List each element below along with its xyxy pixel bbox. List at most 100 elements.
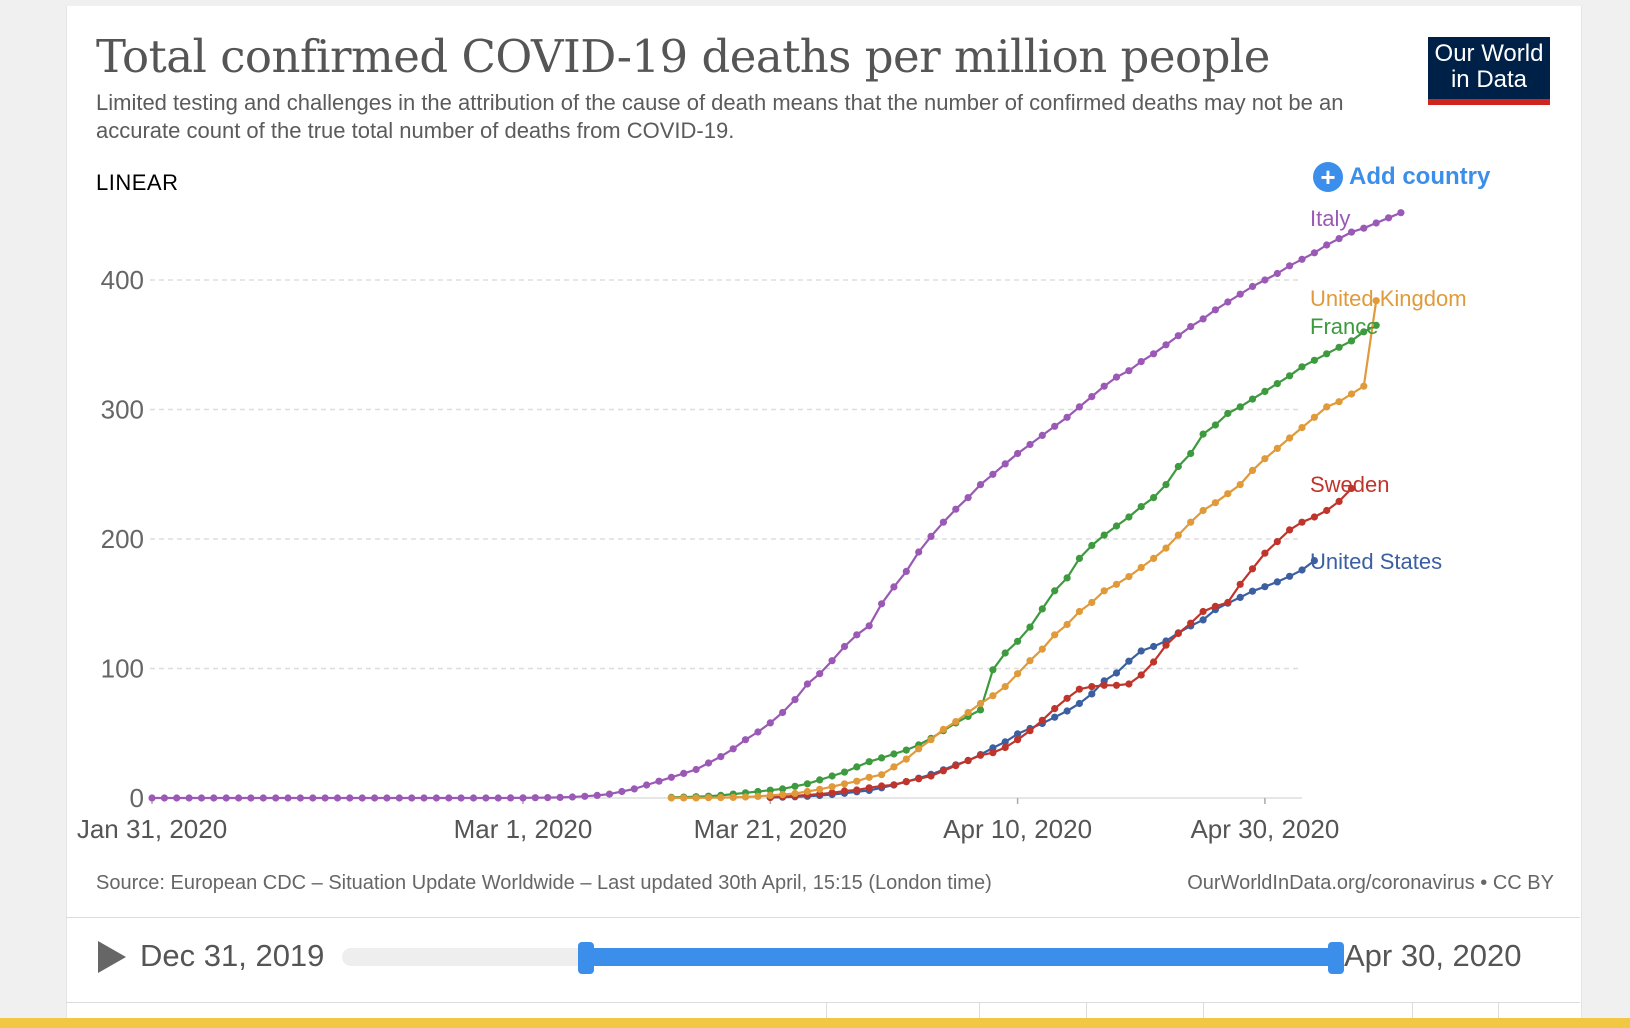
data-point [915,775,923,783]
data-point [210,794,218,802]
data-point [1248,565,1257,573]
data-point [976,706,985,714]
data-point [1038,431,1046,439]
data-point [1310,356,1318,364]
data-point [1224,490,1232,498]
x-tick-label: Mar 21, 2020 [694,814,847,844]
data-point [1298,566,1306,574]
data-point [779,785,787,793]
data-point [1014,670,1022,678]
data-point [927,736,935,744]
data-point [667,794,676,802]
data-point [272,794,280,802]
data-point [1347,337,1356,345]
data-point [321,794,329,802]
tab-divider [979,1003,980,1019]
data-point [432,794,440,802]
owid-logo[interactable]: Our World in Data [1428,37,1550,105]
data-point [1100,587,1108,595]
data-point [1150,350,1158,358]
data-point [853,786,861,794]
add-country-button[interactable]: + Add country [1313,160,1490,194]
data-point [1001,460,1009,468]
data-point [1211,306,1219,314]
data-point [890,763,898,771]
data-point [1298,518,1306,526]
data-point [346,794,354,802]
timeline-end-handle[interactable] [1328,942,1344,974]
play-icon[interactable] [98,941,126,973]
data-point [853,631,861,639]
data-point [828,789,836,797]
data-point [803,787,812,796]
logo-line-1: Our World [1434,40,1544,67]
data-point [1335,398,1343,406]
data-point [803,780,812,788]
data-point [568,793,577,801]
data-point [1224,598,1232,607]
data-point [1372,297,1380,305]
data-point [1360,224,1368,232]
data-point [1001,738,1009,746]
data-point [494,794,502,802]
data-point [976,481,985,489]
scale-toggle[interactable]: LINEAR [96,170,179,195]
data-point [1310,513,1318,521]
data-point [1026,727,1034,735]
data-point [754,728,762,736]
data-point [692,765,700,774]
series-line [671,300,1378,800]
data-point [816,776,824,784]
data-point [902,778,910,786]
data-point [1199,430,1207,438]
source-link[interactable]: OurWorldInData.org/coronavirus • CC BY [1187,872,1554,894]
data-point [556,793,564,802]
data-point [581,792,589,800]
data-point [1236,593,1244,602]
data-point [1261,549,1269,557]
data-point [692,794,700,802]
data-point [902,746,910,754]
data-point [1187,449,1195,458]
data-point [1038,605,1046,613]
timeline-start-handle[interactable] [577,942,594,974]
data-point [952,762,960,770]
data-point [1112,522,1121,530]
data-point [1187,518,1195,526]
data-point [1273,444,1281,452]
data-point [1014,730,1022,738]
data-point [878,600,886,608]
series-line [671,324,1377,799]
data-point [791,696,799,704]
data-point [1347,484,1356,493]
data-point [865,784,873,792]
data-point [531,794,539,802]
series-label: France [1310,314,1378,339]
y-axis: 0 100 200 300 400 [101,265,144,813]
data-point [1211,421,1219,429]
data-point [1273,578,1281,586]
data-point [1137,563,1145,572]
data-point [1150,642,1158,651]
data-point [544,794,552,802]
data-point [878,771,886,779]
data-point [1248,587,1257,595]
data-point [717,794,725,802]
data-point [1001,683,1009,691]
data-point [1335,497,1343,505]
data-point [1199,616,1207,624]
tab-divider [1498,1003,1499,1019]
data-point [779,791,787,799]
data-point [717,753,725,761]
data-point [1360,328,1368,336]
data-point [173,794,181,802]
data-point [1100,681,1108,689]
data-point [964,708,972,717]
data-point [1051,587,1059,595]
data-point [816,670,824,678]
tab-divider [1412,1003,1413,1019]
line-chart: 0 100 200 300 400 Jan 31, 2020 Mar 1, 2020 Mar… [77,206,1467,844]
data-point [1075,554,1083,563]
data-point [1162,341,1170,349]
data-point [1051,705,1059,713]
